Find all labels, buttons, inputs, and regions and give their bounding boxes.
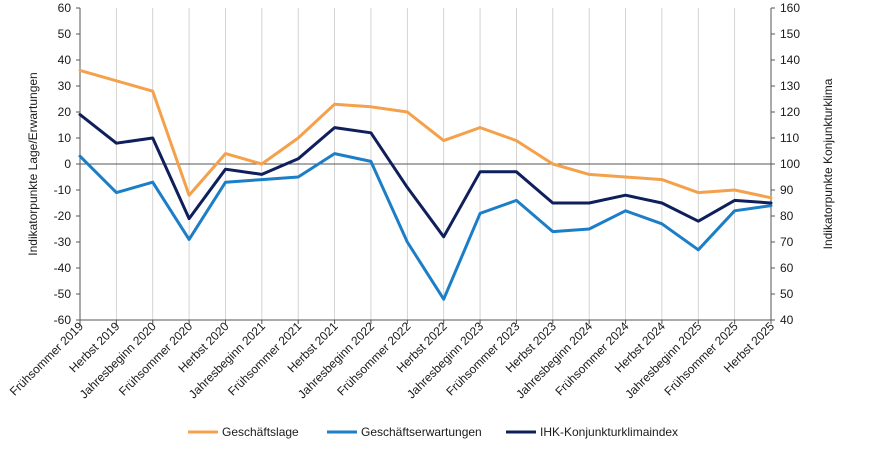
y-tick-label-right: 160 bbox=[780, 1, 800, 15]
y-tick-label-right: 90 bbox=[780, 183, 794, 197]
series-line-ihk-konjunkturklimaindex bbox=[78, 113, 773, 239]
y-tick-label-left: -30 bbox=[54, 235, 72, 249]
legend-label: Geschäftserwartungen bbox=[361, 425, 482, 439]
y-tick-label-right: 110 bbox=[780, 131, 799, 145]
legend-label: IHK-Konjunkturklimaindex bbox=[540, 425, 678, 439]
series-line-geschäftserwartungen bbox=[78, 152, 773, 301]
y-ticks-right: 160 150 140 130 120 110 100 90 80 70 60 50 40 bbox=[771, 1, 800, 327]
y-ticks-left: 60 50 40 30 20 10 0 -10 -20 -30 -40 -50 -60 bbox=[54, 1, 80, 327]
y-tick-label-left: -60 bbox=[54, 313, 72, 327]
y-tick-label-left: 30 bbox=[58, 79, 72, 93]
y-tick-label-left: 10 bbox=[58, 131, 72, 145]
y-tick-label-right: 70 bbox=[780, 235, 794, 249]
y-axis-left-title: Indikatorpunkte Lage/Erwartungen bbox=[26, 72, 40, 255]
legend: Geschäftslage Geschäftserwartungen IHK-Kon… bbox=[188, 425, 678, 439]
y-tick-label-left: 20 bbox=[58, 105, 72, 119]
y-tick-label-left: 0 bbox=[64, 157, 71, 171]
y-tick-label-right: 60 bbox=[780, 261, 794, 275]
y-tick-label-left: 40 bbox=[58, 53, 72, 67]
y-tick-label-right: 140 bbox=[780, 53, 800, 67]
y-tick-label-left: 50 bbox=[58, 27, 72, 41]
y-axis-right-title: Indikatorpunkte Konjunkturklima bbox=[821, 78, 835, 249]
y-tick-label-right: 80 bbox=[780, 209, 794, 223]
y-tick-label-right: 50 bbox=[780, 287, 794, 301]
y-tick-label-right: 150 bbox=[780, 27, 800, 41]
series-lines bbox=[78, 68, 773, 301]
y-tick-label-left: -20 bbox=[54, 209, 72, 223]
y-tick-label-right: 100 bbox=[780, 157, 800, 171]
legend-label: Geschäftslage bbox=[222, 425, 299, 439]
y-tick-label-right: 130 bbox=[780, 79, 800, 93]
y-tick-label-left: 60 bbox=[58, 1, 72, 15]
y-tick-label-right: 120 bbox=[780, 105, 800, 119]
y-tick-label-left: -50 bbox=[54, 287, 72, 301]
y-tick-label-left: -10 bbox=[54, 183, 72, 197]
series-line-geschäftslage bbox=[78, 68, 773, 200]
y-tick-label-right: 40 bbox=[780, 313, 794, 327]
y-tick-label-left: -40 bbox=[54, 261, 72, 275]
